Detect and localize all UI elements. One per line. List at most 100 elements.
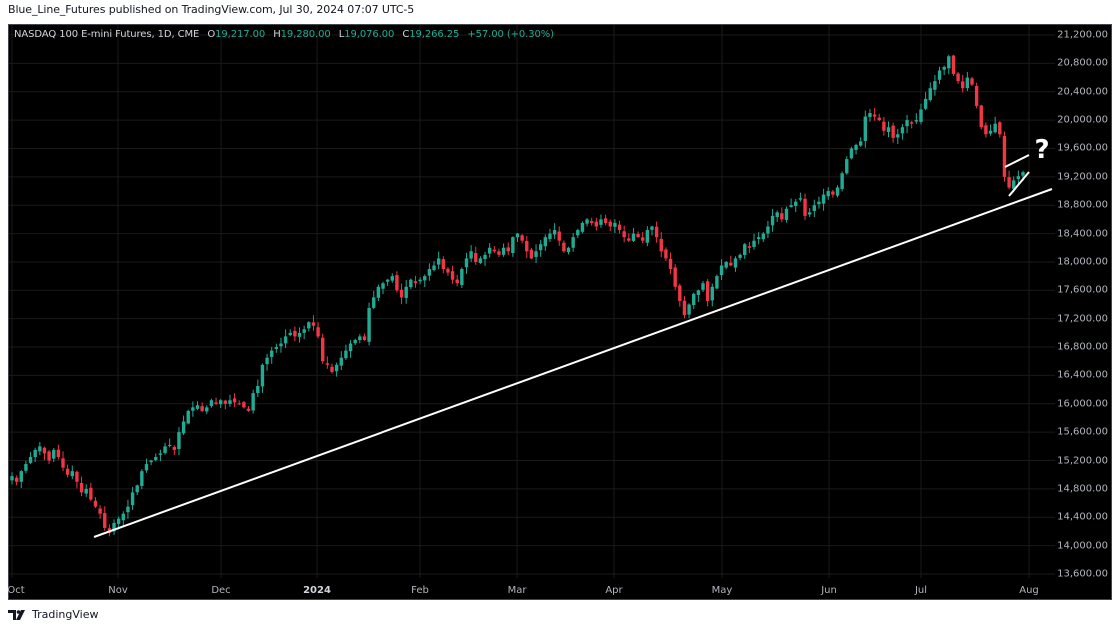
low-key: L xyxy=(338,29,345,40)
candle xyxy=(738,253,742,261)
candle xyxy=(181,415,186,436)
open-key: O xyxy=(207,29,216,40)
candle xyxy=(905,114,909,134)
price-tick-label: 18,000.00 xyxy=(1057,256,1108,268)
candle xyxy=(692,292,696,310)
candle xyxy=(585,217,589,227)
time-tick-label: Feb xyxy=(411,585,429,596)
candle xyxy=(302,325,306,340)
candle xyxy=(835,185,840,198)
candle xyxy=(89,482,93,502)
candle xyxy=(186,409,190,425)
candle xyxy=(283,329,288,349)
candle xyxy=(743,242,747,259)
publication-info: Blue_Line_Futures published on TradingVi… xyxy=(8,3,415,16)
trendline-line[interactable] xyxy=(93,188,1053,538)
candle xyxy=(710,283,714,307)
candle xyxy=(719,259,724,280)
candle xyxy=(761,232,765,242)
candle xyxy=(56,444,61,460)
candle xyxy=(474,246,478,265)
candle xyxy=(766,220,770,238)
tradingview-brand[interactable]: TradingView xyxy=(8,608,98,621)
candle xyxy=(427,263,432,281)
wedge-upper-line[interactable] xyxy=(1004,154,1030,168)
question-mark-annotation[interactable]: ? xyxy=(1034,135,1049,165)
candle xyxy=(608,219,612,232)
candle xyxy=(803,193,807,221)
candle xyxy=(497,248,501,258)
candle xyxy=(149,459,153,466)
candle xyxy=(358,334,362,344)
candle xyxy=(613,219,617,234)
candle xyxy=(845,156,849,175)
candle xyxy=(441,256,445,274)
candle xyxy=(511,236,515,257)
candle xyxy=(483,251,487,266)
candle xyxy=(909,120,914,129)
candle xyxy=(316,322,320,339)
candle xyxy=(270,346,274,364)
price-tick-label: 18,800.00 xyxy=(1057,199,1108,211)
candle xyxy=(381,281,385,295)
candle xyxy=(195,401,200,410)
candle xyxy=(330,363,334,374)
candle xyxy=(163,442,167,455)
candle xyxy=(232,393,237,408)
candle xyxy=(260,363,265,393)
price-tick-label: 13,600.00 xyxy=(1057,568,1108,580)
candle xyxy=(79,476,84,497)
candle xyxy=(460,267,464,289)
candle xyxy=(599,214,603,228)
candle xyxy=(126,499,130,519)
candle xyxy=(636,231,640,238)
candle xyxy=(256,379,260,398)
candle xyxy=(450,265,455,284)
candle xyxy=(594,217,599,231)
candle xyxy=(418,277,422,285)
price-tick-label: 15,600.00 xyxy=(1057,426,1108,438)
candle xyxy=(923,92,928,111)
candle xyxy=(75,470,79,489)
candle xyxy=(914,113,919,125)
candle xyxy=(775,210,779,223)
candle xyxy=(858,137,863,147)
close-value: 19,266.25 xyxy=(409,29,460,40)
candle xyxy=(752,233,756,250)
candle xyxy=(362,333,367,341)
candle xyxy=(826,187,830,200)
candle xyxy=(297,327,302,343)
wedge-lower-line[interactable] xyxy=(1008,171,1030,197)
candle xyxy=(385,278,390,286)
candle xyxy=(52,447,56,462)
time-tick-label: Apr xyxy=(605,585,623,596)
candle xyxy=(321,333,325,364)
candle xyxy=(464,252,469,274)
candle xyxy=(177,427,181,456)
candle xyxy=(288,329,292,337)
candle xyxy=(896,128,900,145)
candle xyxy=(571,233,575,252)
candle xyxy=(348,340,353,358)
candle xyxy=(42,446,47,461)
candle xyxy=(205,405,209,415)
candle xyxy=(140,469,144,490)
candle xyxy=(678,283,682,307)
tradingview-logo-icon xyxy=(8,609,25,620)
candle xyxy=(423,274,427,288)
candle xyxy=(307,321,311,332)
candle xyxy=(705,279,710,307)
candle xyxy=(812,199,817,218)
candle xyxy=(974,82,979,109)
candle xyxy=(701,280,705,293)
candle xyxy=(998,121,1002,138)
candle xyxy=(311,315,316,331)
candle xyxy=(747,241,752,253)
candle xyxy=(446,267,450,276)
change-value: +57.00 (+0.30%) xyxy=(467,29,554,40)
candle xyxy=(33,447,37,462)
candle xyxy=(715,274,719,290)
candle xyxy=(135,484,139,495)
price-tick-label: 17,600.00 xyxy=(1057,284,1108,296)
